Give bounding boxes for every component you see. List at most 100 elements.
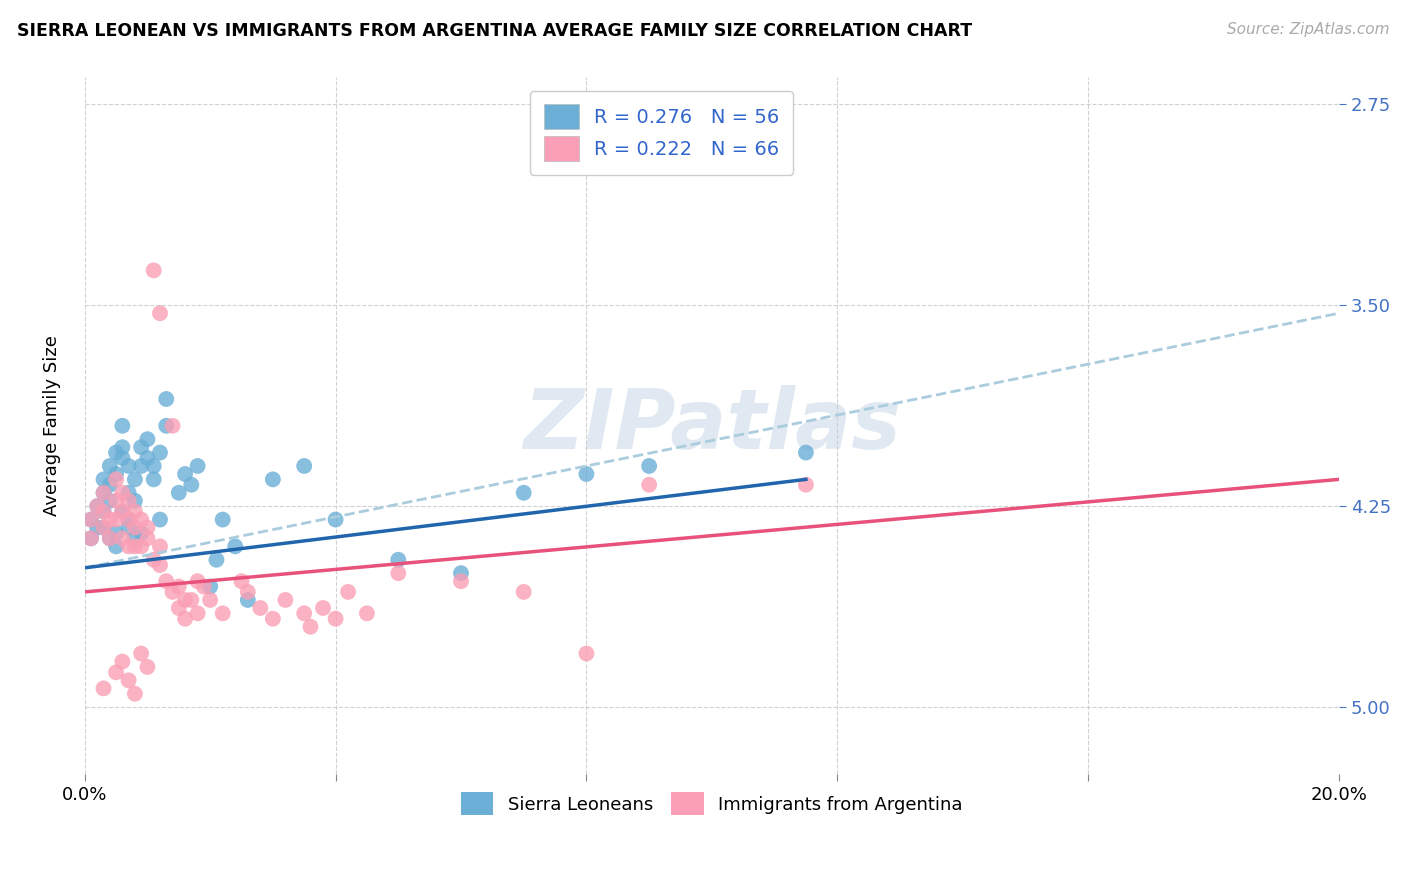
Point <box>299 620 322 634</box>
Point <box>98 493 121 508</box>
Point <box>193 580 215 594</box>
Point <box>149 306 172 320</box>
Point <box>174 612 197 626</box>
Point <box>124 472 146 486</box>
Point <box>292 458 315 473</box>
Point <box>124 493 146 508</box>
Point <box>512 585 534 599</box>
Point <box>80 532 103 546</box>
Point <box>312 601 335 615</box>
Point <box>136 450 159 465</box>
Point <box>93 504 115 518</box>
Text: SIERRA LEONEAN VS IMMIGRANTS FROM ARGENTINA AVERAGE FAMILY SIZE CORRELATION CHAR: SIERRA LEONEAN VS IMMIGRANTS FROM ARGENT… <box>17 22 972 40</box>
Point <box>236 585 259 599</box>
Point <box>187 574 209 589</box>
Point <box>129 647 152 661</box>
Point <box>93 504 115 518</box>
Point <box>93 485 115 500</box>
Point <box>124 532 146 546</box>
Point <box>105 467 128 481</box>
Point <box>198 593 221 607</box>
Point <box>117 520 139 534</box>
Point <box>98 512 121 526</box>
Point <box>274 593 297 607</box>
Point <box>93 472 115 486</box>
Point <box>174 593 197 607</box>
Point <box>111 440 134 454</box>
Point <box>356 607 378 621</box>
Point <box>117 493 139 508</box>
Point <box>224 540 246 554</box>
Point <box>86 520 108 534</box>
Point <box>180 593 202 607</box>
Point <box>162 585 184 599</box>
Point <box>325 512 347 526</box>
Point <box>142 553 165 567</box>
Point <box>105 445 128 459</box>
Point <box>93 485 115 500</box>
Point <box>387 553 409 567</box>
Point <box>93 681 115 696</box>
Point <box>325 612 347 626</box>
Point <box>236 593 259 607</box>
Point <box>105 472 128 486</box>
Point <box>93 520 115 534</box>
Point <box>337 585 360 599</box>
Point <box>111 532 134 546</box>
Point <box>450 574 472 589</box>
Point <box>80 532 103 546</box>
Point <box>98 532 121 546</box>
Point <box>575 467 598 481</box>
Point <box>638 477 661 491</box>
Point <box>136 532 159 546</box>
Text: ZIPatlas: ZIPatlas <box>523 385 901 467</box>
Point <box>129 540 152 554</box>
Point <box>638 458 661 473</box>
Point <box>117 540 139 554</box>
Point <box>98 477 121 491</box>
Point <box>86 499 108 513</box>
Point <box>162 418 184 433</box>
Point <box>124 504 146 518</box>
Point <box>142 263 165 277</box>
Point <box>124 520 146 534</box>
Point <box>180 477 202 491</box>
Y-axis label: Average Family Size: Average Family Size <box>44 335 60 516</box>
Point <box>231 574 253 589</box>
Point <box>111 485 134 500</box>
Point <box>129 458 152 473</box>
Point <box>117 458 139 473</box>
Point <box>292 607 315 621</box>
Point <box>93 520 115 534</box>
Point <box>80 512 103 526</box>
Point <box>86 499 108 513</box>
Point <box>142 458 165 473</box>
Point <box>149 558 172 573</box>
Point <box>105 525 128 540</box>
Point <box>205 553 228 567</box>
Point <box>129 512 152 526</box>
Point <box>512 485 534 500</box>
Point <box>155 574 177 589</box>
Point <box>575 647 598 661</box>
Point <box>794 445 817 459</box>
Point <box>105 493 128 508</box>
Point <box>249 601 271 615</box>
Point <box>111 450 134 465</box>
Point <box>211 512 233 526</box>
Point <box>111 418 134 433</box>
Point <box>129 440 152 454</box>
Point <box>198 580 221 594</box>
Point <box>262 612 284 626</box>
Point <box>174 467 197 481</box>
Point <box>111 504 134 518</box>
Point <box>187 458 209 473</box>
Point <box>105 540 128 554</box>
Point <box>136 432 159 446</box>
Point <box>136 520 159 534</box>
Point <box>124 540 146 554</box>
Point <box>149 445 172 459</box>
Point <box>211 607 233 621</box>
Point <box>187 607 209 621</box>
Point <box>80 512 103 526</box>
